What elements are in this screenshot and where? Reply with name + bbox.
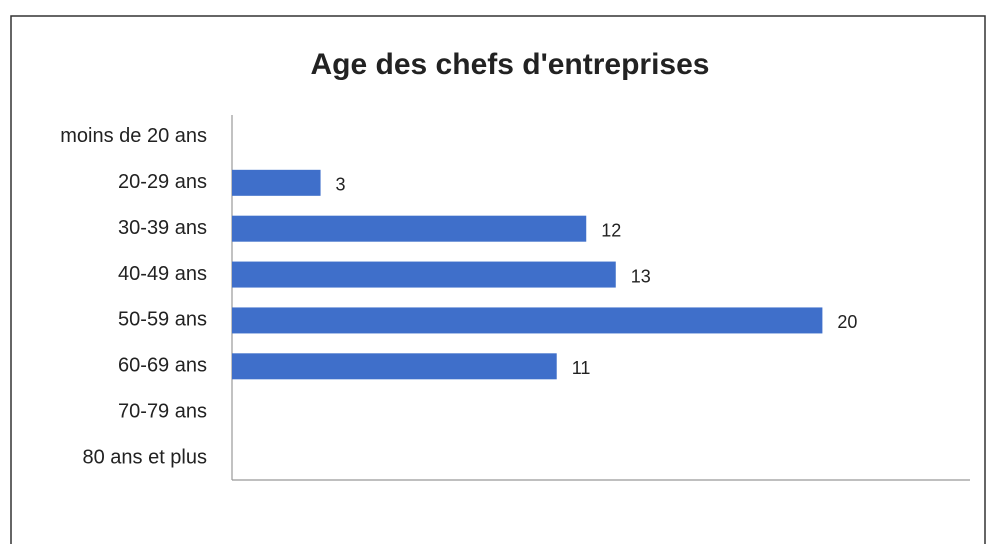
bar <box>232 169 321 196</box>
data-label: 3 <box>336 175 346 195</box>
y-tick-label: 50-59 ans <box>118 309 207 331</box>
chart-frame <box>10 15 986 544</box>
chart-title: Age des chefs d'entreprises <box>311 48 710 81</box>
data-label: 20 <box>837 312 857 332</box>
y-tick-label: 40-49 ans <box>118 263 207 285</box>
bar <box>232 353 557 380</box>
data-label: 13 <box>631 266 651 286</box>
data-label: 12 <box>601 220 621 240</box>
y-tick-label: 20-29 ans <box>118 171 207 193</box>
y-tick-label: 60-69 ans <box>118 355 207 377</box>
data-label: 11 <box>572 358 591 378</box>
bar <box>232 215 587 242</box>
y-tick-label: 80 ans et plus <box>82 446 207 468</box>
bar <box>232 307 823 334</box>
y-tick-label: moins de 20 ans <box>60 125 207 147</box>
bar <box>232 261 616 288</box>
y-tick-label: 70-79 ans <box>118 400 207 422</box>
y-tick-label: 30-39 ans <box>118 217 207 239</box>
